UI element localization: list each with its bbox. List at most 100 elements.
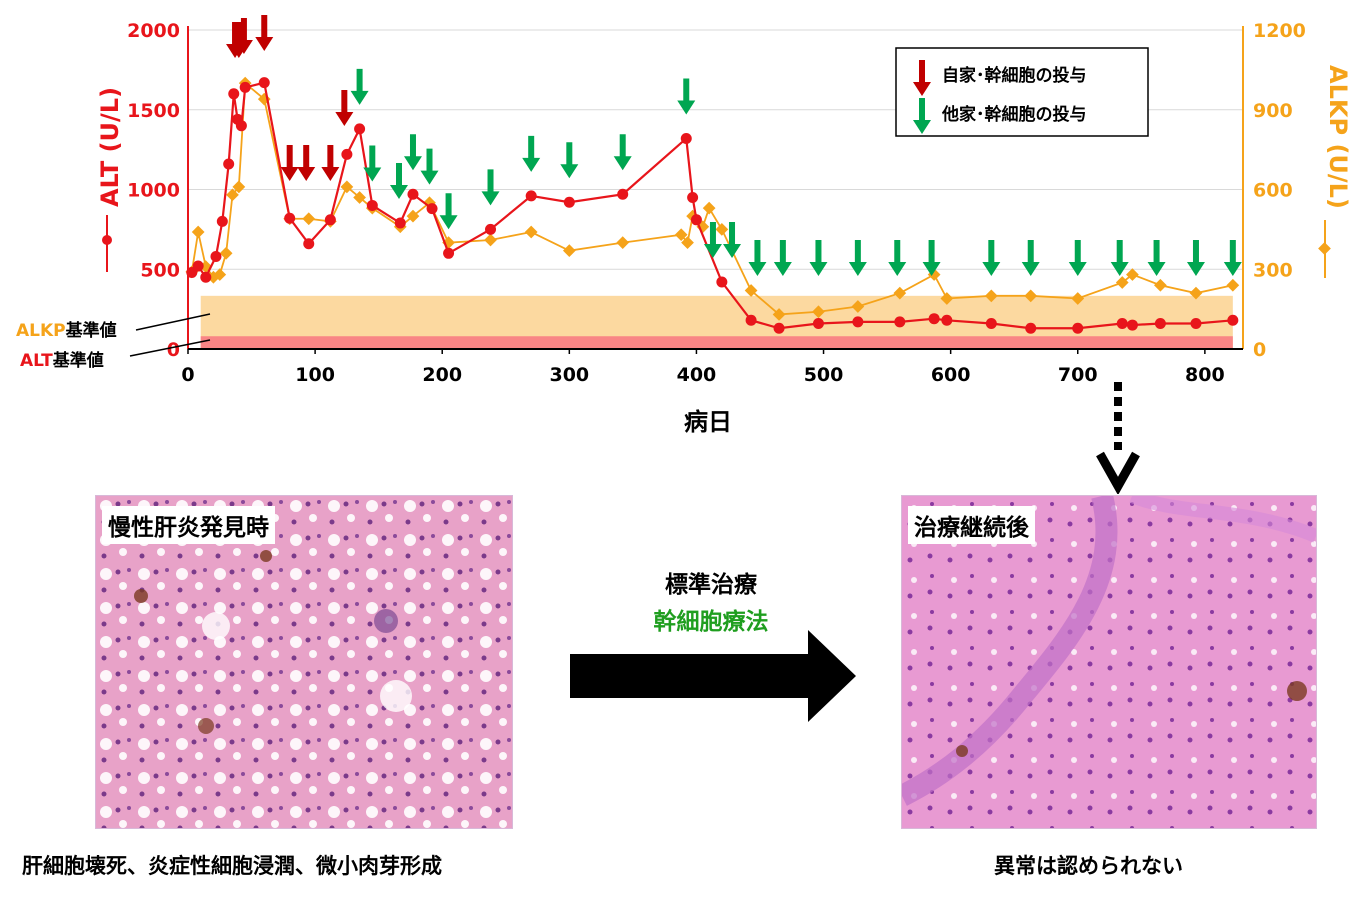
alt-point <box>894 316 906 328</box>
alt-point <box>407 188 419 200</box>
alkp-point <box>213 268 227 281</box>
alt-point <box>1116 317 1128 329</box>
alkp-point <box>702 201 716 215</box>
alkp-point <box>715 223 729 236</box>
alt-point <box>1126 319 1138 331</box>
alt-band-prefix: ALT <box>20 351 53 371</box>
alt-point <box>485 223 497 235</box>
autologous-dose-arrow <box>255 15 274 51</box>
alkp-point <box>219 246 233 260</box>
x-tick-label: 100 <box>295 364 335 386</box>
alt-point <box>1227 314 1239 326</box>
allogeneic-dose-arrow <box>560 142 579 179</box>
alt-point <box>239 81 251 93</box>
x-tick-label: 300 <box>549 364 589 386</box>
right-axis-label: ALKP (U/L) <box>1324 65 1352 209</box>
alt-point <box>812 317 824 329</box>
allogeneic-dose-arrow <box>677 78 696 115</box>
allogeneic-dose-arrow <box>888 240 907 276</box>
legend-autologous-arrow-icon <box>913 60 931 96</box>
alt-band-suffix: 基準値 <box>52 350 104 371</box>
alt-point <box>366 199 378 211</box>
right-tick-label: 600 <box>1253 180 1293 202</box>
right-tick-label: 1200 <box>1253 20 1306 42</box>
x-axis-label: 病日 <box>684 408 732 436</box>
alkp-point <box>226 188 239 202</box>
allogeneic-dose-arrow <box>481 169 500 206</box>
x-tick-label: 700 <box>1058 364 1098 386</box>
autologous-dose-arrow <box>321 145 340 181</box>
alkp-point <box>1226 278 1240 292</box>
alt-point <box>525 190 537 202</box>
x-tick-label: 500 <box>804 364 844 386</box>
alt-point <box>1025 322 1037 334</box>
allogeneic-dose-arrow <box>982 240 1001 276</box>
alt-point <box>852 316 864 328</box>
allogeneic-dose-arrow <box>1186 240 1205 276</box>
axes <box>187 26 1244 350</box>
legend-allogeneic-arrow-icon <box>913 98 931 134</box>
alt-reference-band <box>200 336 1233 349</box>
left-tick-label: 1000 <box>127 180 180 202</box>
alkp-band-prefix: ALKP <box>16 321 66 341</box>
chart-legend: 自家･幹細胞の投与 他家･幹細胞の投与 <box>895 47 1149 137</box>
alt-point <box>228 88 240 100</box>
left-tick-label: 2000 <box>127 20 180 42</box>
x-tick-label: 0 <box>181 364 194 386</box>
alt-point <box>303 238 315 250</box>
alt-point <box>394 217 406 229</box>
allogeneic-dose-arrow <box>363 145 382 182</box>
allogeneic-dose-arrow <box>403 134 422 171</box>
allogeneic-dose-arrow <box>439 193 458 230</box>
histology-before-image: 慢性肝炎発見時 <box>95 495 513 829</box>
alkp-point <box>232 180 246 194</box>
autologous-dose-arrow <box>335 90 354 126</box>
left-tick-label: 0 <box>167 339 180 361</box>
caption-after: 異常は認められない <box>994 854 1183 878</box>
alt-point <box>941 314 953 326</box>
alkp-point <box>340 180 354 194</box>
alt-point <box>1154 317 1166 329</box>
left-axis-label: ALT (U/L) <box>96 87 124 207</box>
treatment-arrow-icon <box>570 630 856 722</box>
alt-point <box>324 214 336 226</box>
allogeneic-dose-arrow <box>350 68 369 105</box>
alt-point <box>1190 317 1202 329</box>
alt-point <box>223 158 235 170</box>
svg-text:ALT基準値: ALT基準値 <box>20 350 104 371</box>
right-tick-label: 0 <box>1253 339 1266 361</box>
allogeneic-dose-arrow <box>809 240 828 276</box>
x-tick-label: 400 <box>677 364 717 386</box>
alkp-point <box>616 236 630 250</box>
left-tick-label: 500 <box>140 259 180 281</box>
alt-point <box>716 276 728 288</box>
legend-allogeneic-label: 他家･幹細胞の投与 <box>941 104 1087 125</box>
alt-point <box>1072 322 1084 334</box>
alt-point <box>690 214 702 226</box>
alkp-point <box>406 209 420 223</box>
allogeneic-dose-arrow <box>1223 240 1242 276</box>
allogeneic-dose-arrow <box>613 134 632 171</box>
alt-point <box>443 247 455 259</box>
caption-before: 肝細胞壊死、炎症性細胞浸潤、微小肉芽形成 <box>22 854 442 878</box>
dosing-arrows <box>226 15 1242 276</box>
alt-point <box>210 250 222 262</box>
arrow-label-standard: 標準治療 <box>665 572 757 598</box>
allogeneic-dose-arrow <box>723 222 742 259</box>
x-tick-label: 600 <box>931 364 971 386</box>
legend-autologous-arrow <box>913 60 931 96</box>
left-axis-legend-marker <box>102 215 112 272</box>
alkp-point <box>1154 278 1167 292</box>
x-tick-label: 800 <box>1185 364 1225 386</box>
alt-point <box>687 191 699 203</box>
legend-autologous-label: 自家･幹細胞の投与 <box>942 65 1087 86</box>
alkp-point <box>562 244 576 258</box>
alt-point <box>192 260 204 272</box>
histology-after-image: 治療継続後 <box>901 495 1317 829</box>
allogeneic-dose-arrow <box>773 240 792 276</box>
alt-point <box>928 313 940 325</box>
alt-point <box>200 271 212 283</box>
alt-point <box>258 77 270 89</box>
svg-text:ALKP基準値: ALKP基準値 <box>16 320 117 341</box>
allogeneic-dose-arrow <box>848 240 867 276</box>
